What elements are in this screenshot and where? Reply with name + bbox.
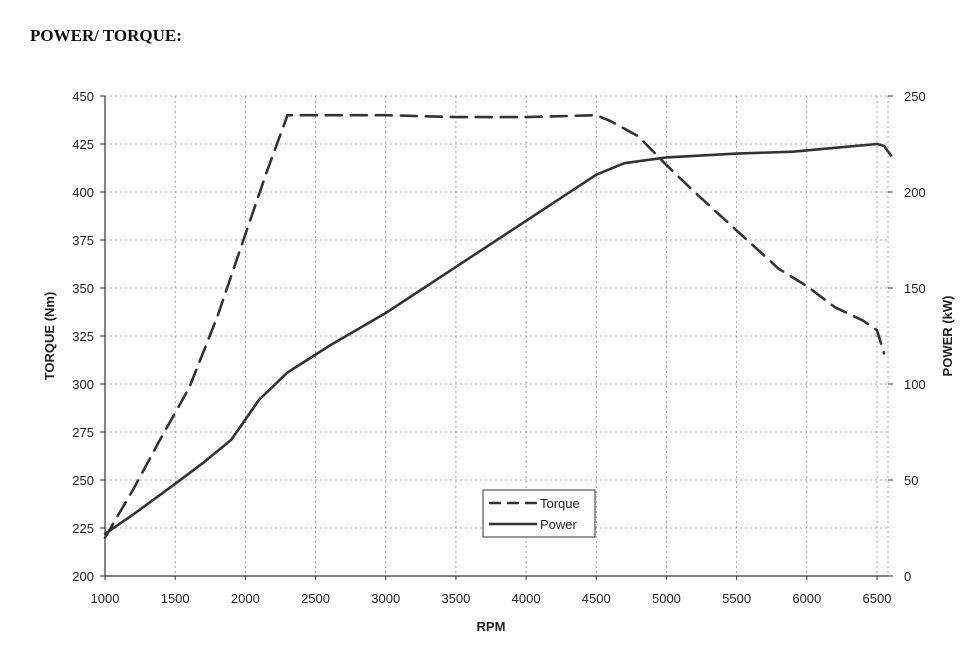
- y-left-tick-label: 425: [72, 137, 94, 152]
- y-right-tick-label: 100: [904, 377, 926, 392]
- series-line-power: [103, 142, 893, 536]
- left-axis-title: TORQUE (Nm): [42, 292, 57, 381]
- x-tick-label: 6500: [863, 591, 892, 606]
- y-left-tick-label: 200: [72, 569, 94, 584]
- x-tick-label: 4000: [512, 591, 541, 606]
- series: [103, 113, 893, 539]
- y-right-tick-label: 150: [904, 281, 926, 296]
- x-tick-label: 4500: [582, 591, 611, 606]
- right-axis-title: POWER (kW): [940, 296, 955, 377]
- series-line-torque: [103, 113, 886, 539]
- y-left-tick-label: 300: [72, 377, 94, 392]
- y-left-tick-label: 275: [72, 425, 94, 440]
- x-tick-label: 3000: [371, 591, 400, 606]
- y-left-tick-label: 375: [72, 233, 94, 248]
- legend-label-torque: Torque: [540, 496, 580, 511]
- y-left-tick-label: 400: [72, 185, 94, 200]
- y-left-tick-label: 250: [72, 473, 94, 488]
- y-right-tick-label: 50: [904, 473, 918, 488]
- y-right-tick-label: 0: [904, 569, 911, 584]
- axes: [100, 95, 893, 580]
- page-title: POWER/ TORQUE:: [30, 26, 182, 45]
- x-axis-title: RPM: [477, 619, 506, 634]
- y-left-tick-label: 325: [72, 329, 94, 344]
- x-tick-label: 5000: [652, 591, 681, 606]
- x-tick-label: 2000: [231, 591, 260, 606]
- y-left-tick-label: 350: [72, 281, 94, 296]
- x-tick-label: 3500: [441, 591, 470, 606]
- y-right-tick-label: 250: [904, 89, 926, 104]
- x-tick-label: 1500: [161, 591, 190, 606]
- legend-label-power: Power: [540, 517, 578, 532]
- x-tick-label: 2500: [301, 591, 330, 606]
- legend-box: [482, 489, 596, 538]
- legend: Torque Power: [482, 489, 596, 538]
- y-left-tick-label: 450: [72, 89, 94, 104]
- y-right-tick-label: 200: [904, 185, 926, 200]
- y-left-tick-label: 225: [72, 521, 94, 536]
- x-tick-label: 1000: [91, 591, 120, 606]
- x-tick-label: 5500: [722, 591, 751, 606]
- tick-labels: 1000 1500 2000 2500 3000 3500 4000 4500 5000 5500…: [72, 89, 925, 606]
- x-tick-label: 6000: [792, 591, 821, 606]
